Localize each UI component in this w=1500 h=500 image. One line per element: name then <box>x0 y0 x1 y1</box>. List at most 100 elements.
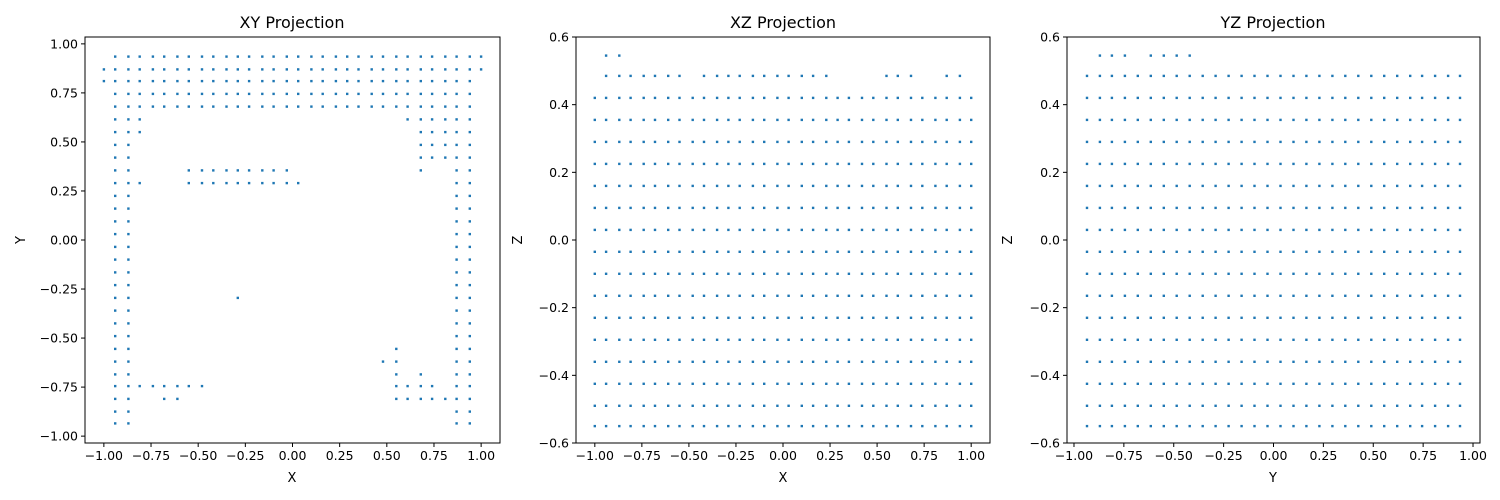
data-point <box>212 92 215 96</box>
data-point <box>430 92 434 96</box>
data-point <box>1162 272 1165 275</box>
data-point <box>787 206 790 210</box>
data-point <box>1383 360 1386 363</box>
data-point <box>468 245 471 249</box>
data-point <box>1149 316 1152 319</box>
data-point <box>1420 118 1424 122</box>
data-point <box>1214 338 1217 341</box>
data-point <box>163 55 166 58</box>
data-point <box>653 118 657 122</box>
data-point <box>811 74 815 78</box>
data-point <box>1383 250 1386 253</box>
data-point <box>653 316 657 319</box>
data-point <box>1266 184 1269 188</box>
data-point <box>1110 206 1114 210</box>
data-point <box>1240 184 1243 188</box>
data-point <box>691 162 694 166</box>
data-point <box>1188 250 1191 253</box>
data-point <box>1446 294 1450 297</box>
data-point <box>468 347 471 351</box>
data-point <box>1266 140 1269 144</box>
data-point <box>1420 74 1424 78</box>
data-point <box>604 424 608 428</box>
data-point <box>970 382 973 385</box>
panel-xy: XY Projection −1.00 −0.75 −0.50 −0.25 0.00 0.… <box>14 13 501 486</box>
data-point <box>1201 206 1204 210</box>
data-point <box>958 206 962 210</box>
data-point <box>1098 316 1102 319</box>
data-point <box>836 118 839 122</box>
data-point <box>776 316 779 319</box>
data-point <box>1098 54 1102 57</box>
data-point <box>896 424 899 428</box>
data-point <box>921 294 924 297</box>
data-point <box>1318 272 1321 275</box>
data-point <box>455 156 458 159</box>
data-point <box>1110 316 1114 319</box>
data-point <box>1331 118 1334 122</box>
data-point <box>1110 338 1114 341</box>
data-point <box>970 338 973 341</box>
data-point <box>1149 424 1152 428</box>
data-point <box>430 397 434 401</box>
data-point <box>691 206 694 210</box>
data-point <box>176 55 179 58</box>
data-point <box>468 68 471 71</box>
data-point <box>236 79 239 83</box>
data-point <box>1305 250 1308 253</box>
data-point <box>678 206 681 210</box>
data-point <box>776 118 779 122</box>
data-point <box>691 140 694 144</box>
data-point <box>738 74 741 78</box>
data-point <box>872 162 875 166</box>
data-point <box>310 68 313 71</box>
data-point <box>1175 294 1178 297</box>
data-point <box>151 384 155 388</box>
data-point <box>127 156 130 159</box>
data-point <box>395 55 398 58</box>
data-point <box>945 316 948 319</box>
data-point <box>455 397 458 401</box>
data-point <box>1227 294 1230 297</box>
data-point <box>691 96 694 100</box>
data-point <box>1201 360 1204 363</box>
data-point <box>1253 424 1256 428</box>
data-point <box>1227 250 1230 253</box>
panel-yz: YZ Projection −1.00 −0.75 −0.50 −0.25 0.00 0.… <box>1001 13 1487 486</box>
data-point <box>678 294 681 297</box>
data-point <box>114 92 117 96</box>
data-point <box>776 206 779 210</box>
data-point <box>370 92 373 96</box>
data-point <box>604 382 608 385</box>
data-point <box>1162 316 1165 319</box>
data-point <box>958 382 962 385</box>
data-point <box>1175 162 1178 166</box>
data-point <box>1201 162 1204 166</box>
data-point <box>763 360 766 363</box>
data-point <box>667 206 670 210</box>
data-point <box>1085 140 1089 144</box>
data-point <box>1279 96 1282 100</box>
data-point <box>455 334 458 338</box>
data-point <box>381 92 385 96</box>
data-point <box>200 181 204 185</box>
y-tick-label: 0.2 <box>549 165 569 180</box>
data-point <box>970 316 973 319</box>
data-point <box>702 404 706 407</box>
data-point <box>247 92 251 96</box>
data-point <box>1214 360 1217 363</box>
data-point <box>321 79 324 83</box>
data-point <box>860 184 864 188</box>
data-point <box>1085 404 1089 407</box>
data-point <box>1396 206 1399 210</box>
data-point <box>200 169 204 172</box>
data-point <box>225 55 228 58</box>
data-point <box>1433 74 1437 78</box>
data-point <box>1162 140 1165 144</box>
data-point <box>604 272 608 275</box>
data-point <box>1446 162 1450 166</box>
data-point <box>381 79 385 83</box>
data-point <box>593 360 596 363</box>
data-point <box>127 143 130 147</box>
data-point <box>958 74 962 78</box>
